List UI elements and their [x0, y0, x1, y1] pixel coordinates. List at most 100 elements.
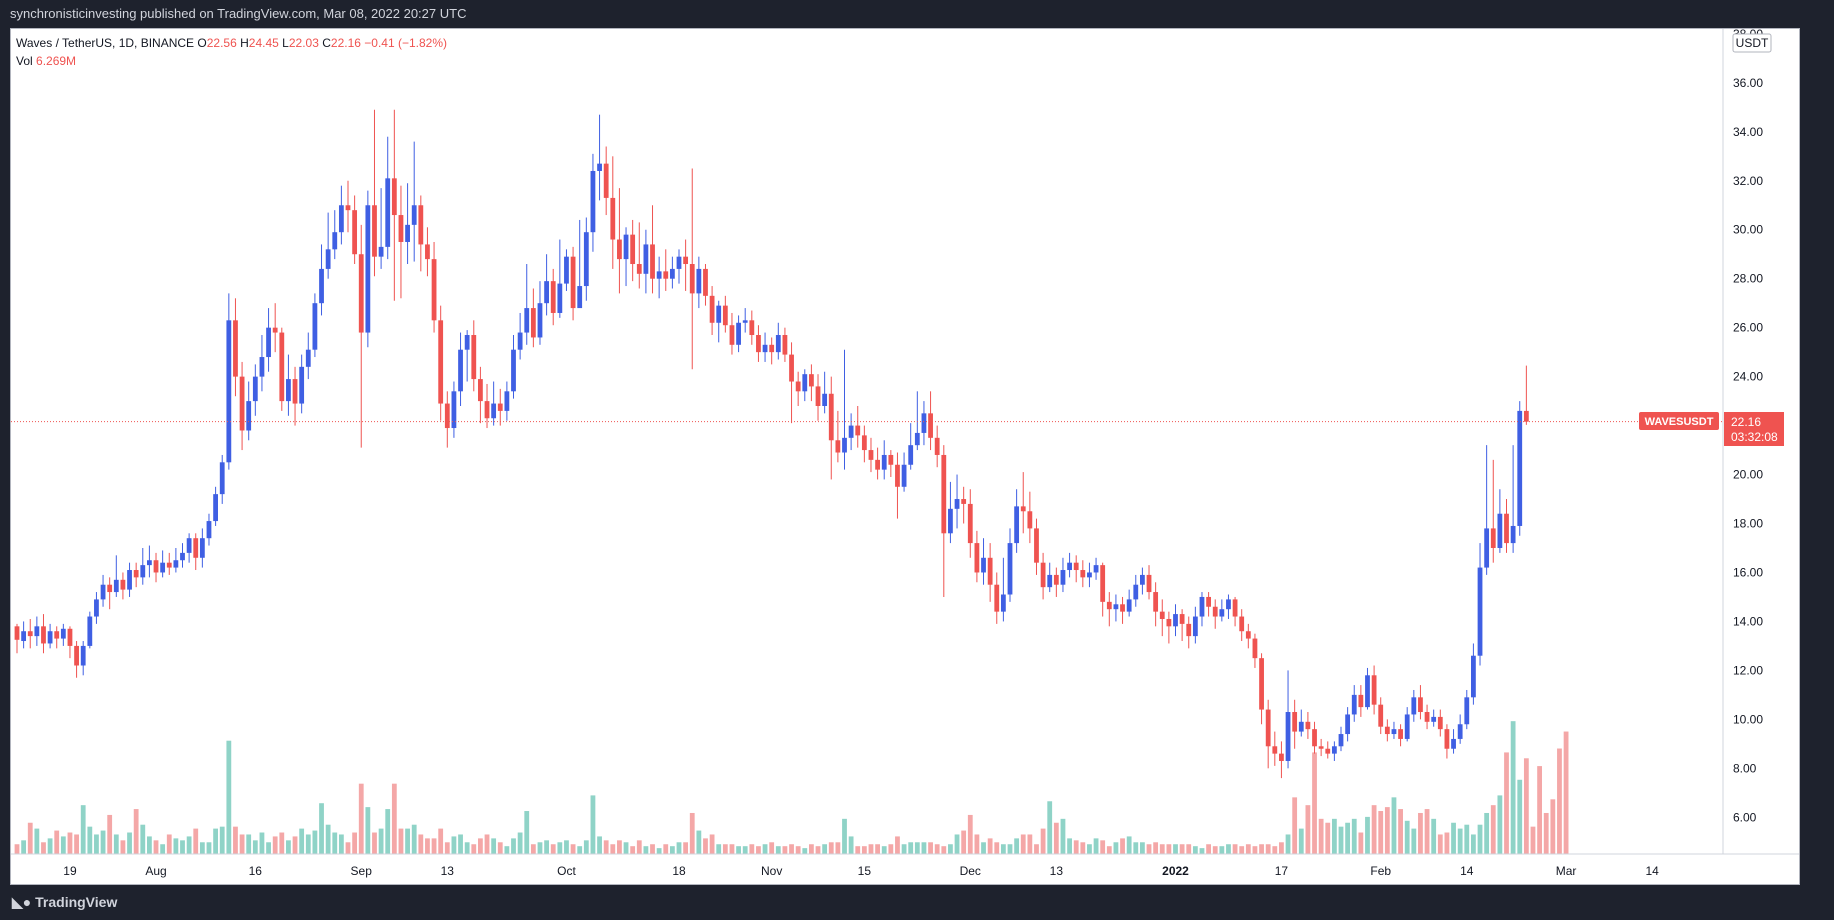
volume-bar: [749, 844, 755, 854]
candle-body: [47, 631, 53, 644]
candle: [868, 437, 874, 473]
open-label: O: [197, 36, 207, 50]
candle-body: [1080, 570, 1086, 578]
candles-layer: [14, 109, 1529, 779]
volume-bar: [709, 834, 715, 854]
volume-bar: [570, 844, 576, 854]
volume-bar: [213, 828, 218, 854]
volume-bar: [1080, 842, 1086, 854]
candle: [1126, 589, 1132, 617]
candle: [372, 109, 377, 277]
candle: [934, 425, 940, 468]
candle-body: [1186, 623, 1192, 637]
candle-body: [1358, 694, 1364, 708]
candle-body: [1378, 704, 1384, 727]
volume-bar: [239, 834, 245, 854]
candle-body: [418, 205, 424, 245]
candle: [120, 572, 126, 600]
candle-body: [391, 178, 397, 216]
volume-bar: [696, 830, 702, 854]
candle: [722, 295, 728, 333]
candle: [775, 322, 781, 360]
volume-bar: [259, 832, 265, 854]
volume-bar: [1537, 766, 1542, 854]
low-value: 22.03: [288, 36, 319, 50]
candle-body: [709, 295, 715, 323]
volume-bar: [1027, 834, 1033, 854]
volume-bar: [1391, 797, 1397, 854]
candle-body: [1106, 601, 1112, 610]
volume-bar: [491, 838, 497, 854]
candle-body: [1265, 709, 1271, 747]
candle: [378, 188, 384, 269]
candle: [1060, 557, 1066, 593]
candle-body: [365, 205, 371, 333]
volume-bar: [246, 834, 252, 854]
candle-body: [676, 256, 682, 269]
x-tick-label: 14: [1645, 864, 1659, 878]
chart-frame[interactable]: 6.00 8.00 10.00 12.00 14.00 16.00 18.00 20.00 22…: [10, 28, 1800, 885]
volume-bar: [1305, 805, 1311, 854]
candle-body: [127, 570, 132, 590]
y-tick-label: 10.00: [1733, 712, 1763, 726]
currency-label: USDT: [1732, 33, 1772, 53]
volume-bar: [87, 826, 93, 854]
volume-bar: [961, 830, 967, 854]
candle: [729, 312, 735, 355]
volume-bar: [756, 846, 761, 854]
candle-body: [358, 254, 364, 333]
candle-body: [41, 626, 46, 644]
candle-body: [193, 538, 199, 558]
volume-bar: [934, 844, 940, 854]
volume-bar: [914, 842, 920, 854]
candle: [199, 528, 205, 568]
volume-bar: [1550, 799, 1556, 854]
candle: [140, 547, 146, 585]
volume-bar: [1418, 812, 1423, 854]
candle: [27, 618, 33, 649]
candle: [1067, 552, 1072, 578]
candle-body: [1292, 712, 1298, 732]
candle: [1312, 721, 1317, 754]
x-tick-label: 18: [672, 864, 686, 878]
candle: [550, 268, 556, 326]
candle: [1087, 562, 1092, 588]
candle: [54, 626, 60, 649]
publish-header: synchronisticinvesting published on Trad…: [0, 0, 1834, 28]
time-axis[interactable]: 19 Aug 16 Sep 13 Oct 18 Nov 15 Dec 13 2022 17 Feb 14 Ma…: [63, 864, 1659, 878]
candle-body: [491, 403, 497, 419]
candle: [1232, 596, 1238, 627]
price-chart[interactable]: 6.00 8.00 10.00 12.00 14.00 16.00 18.00 20.00 22…: [11, 29, 1799, 884]
volume-bar: [881, 846, 887, 854]
candle-body: [1206, 596, 1211, 607]
candle: [656, 256, 662, 299]
candle: [1378, 697, 1384, 735]
volume-bar: [451, 836, 457, 854]
tradingview-logo[interactable]: ◣● TradingView: [12, 884, 117, 920]
candle: [762, 332, 768, 362]
volume-bar: [1140, 842, 1145, 854]
candle-body: [1371, 675, 1377, 705]
x-tick-label: 13: [441, 864, 455, 878]
y-tick-label: 36.00: [1733, 76, 1763, 90]
candle: [1053, 567, 1059, 597]
candle: [272, 303, 278, 353]
candle: [60, 623, 66, 646]
candle: [577, 219, 583, 309]
candle: [1325, 741, 1331, 759]
publisher-line: synchronisticinvesting published on Trad…: [10, 6, 467, 21]
candle-body: [597, 163, 602, 171]
candle: [610, 156, 616, 269]
candle-body: [464, 335, 470, 350]
candle: [1451, 729, 1456, 754]
volume-bar: [352, 832, 358, 854]
candle-body: [696, 268, 702, 294]
candle-body: [881, 454, 887, 470]
candle: [484, 383, 490, 429]
candle: [1285, 670, 1291, 769]
candle: [1179, 609, 1185, 642]
x-tick-label: Feb: [1370, 864, 1391, 878]
volume-bar: [669, 846, 675, 854]
candle-body: [1173, 614, 1178, 627]
candle: [478, 366, 483, 424]
